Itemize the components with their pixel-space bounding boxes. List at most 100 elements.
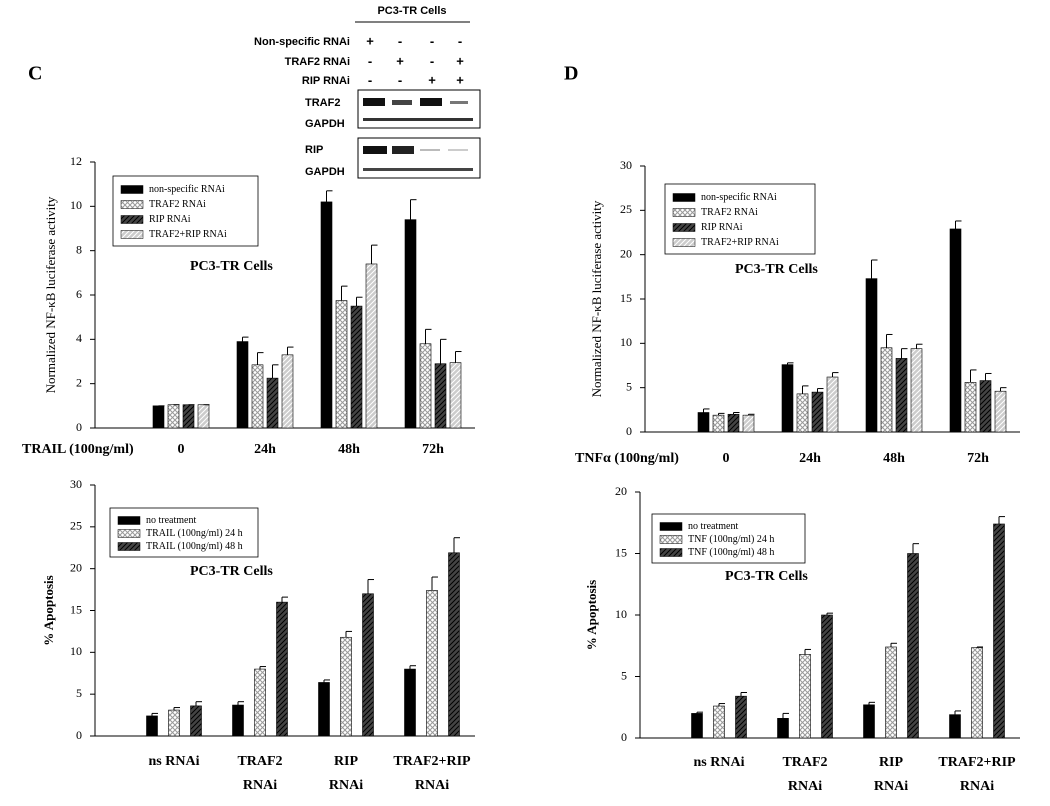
y-tick-label: 2 [76,375,82,389]
legend-label: TRAF2+RIP RNAi [701,237,779,248]
annotation: PC3-TR Cells [190,564,273,579]
bar [979,380,992,433]
error-bar [371,244,378,264]
error-bar [151,712,158,716]
bar [254,668,266,737]
x-tick-label: 0 [723,451,730,466]
legend-label: RIP RNAi [701,222,743,233]
error-bar [195,701,202,706]
bar [993,523,1005,739]
error-bar [868,701,875,705]
blot-sign: - [368,72,372,87]
y-tick-label: 10 [70,198,82,212]
bar [266,377,279,429]
bar [404,219,417,429]
error-bar [782,712,789,719]
error-bar [740,691,747,697]
bar [742,414,755,433]
bar [197,404,210,429]
y-tick-label: 5 [626,379,632,393]
legend-label: non-specific RNAi [149,184,225,195]
x-tick-label: TRAF2 [237,754,282,769]
blot-row-label: TRAF2 RNAi [285,56,350,68]
bar [777,718,789,739]
error-bar [345,630,352,638]
error-bar [703,408,710,413]
bar [426,590,438,737]
bar [799,654,811,739]
bar [971,647,983,739]
bar [964,382,977,433]
bar [821,614,833,739]
error-bar [410,199,417,220]
bar [251,364,264,429]
error-bar [955,220,962,229]
blot-label: GAPDH [305,118,345,130]
bar [152,405,165,429]
error-bar [832,372,839,378]
y-tick-label: 25 [620,202,632,216]
error-bar [733,411,740,415]
bar [434,363,447,429]
error-bar [440,338,447,364]
bar [146,715,158,737]
blot-sign: + [456,72,464,87]
y-tick-label: 0 [76,728,82,742]
bar [449,362,462,429]
x-tick-label: RNAi [874,779,908,794]
error-bar [998,516,1005,524]
error-bar [954,710,961,715]
y-tick-label: 0 [621,730,627,744]
error-bar [718,412,725,416]
error-bar [804,648,811,655]
bar [713,705,725,739]
y-tick-label: 15 [615,545,627,559]
error-bar [890,642,897,647]
blot-sign: + [428,72,436,87]
blot-row-label: RIP RNAi [302,75,350,87]
y-tick-label: 8 [76,242,82,256]
legend-label: TRAF2 RNAi [701,207,758,218]
bar [190,705,202,737]
y-axis-label: % Apoptosis [584,580,599,650]
error-bar [817,388,824,393]
x-tick-label: RNAi [788,779,822,794]
bar [168,709,180,737]
error-bar [718,703,725,707]
x-tick-label: RNAi [960,779,994,794]
error-bar [272,364,279,379]
y-tick-label: 12 [70,154,82,168]
y-tick-label: 10 [620,335,632,349]
error-bar [802,385,809,394]
error-bar [287,346,294,355]
error-bar [326,190,333,202]
panel-label: D [564,63,578,85]
error-bar [912,543,919,554]
blot-label: RIP [305,144,323,156]
x-tick-label: RNAi [329,778,363,793]
x-tick-label: ns RNAi [149,754,200,769]
y-axis-label: Normalized NF-κB luciferase activity [43,196,58,393]
error-bar [453,537,460,553]
y-tick-label: 10 [70,644,82,658]
bar [448,552,460,737]
bar [167,404,180,429]
y-tick-label: 5 [76,686,82,700]
legend-swatch [120,215,144,224]
y-axis-label: % Apoptosis [41,575,56,645]
bar [318,682,330,737]
error-bar [787,362,794,365]
bar [994,390,1007,433]
y-tick-label: 15 [620,291,632,305]
error-bar [259,666,266,670]
bar [895,358,908,433]
y-tick-label: 30 [70,477,82,491]
y-axis-label: Normalized NF-κB luciferase activity [589,200,604,397]
x-axis-label: TRAIL (100ng/ml) [22,442,134,457]
legend-swatch [120,230,144,239]
error-bar [242,336,249,342]
legend-swatch [117,529,141,538]
y-tick-label: 20 [620,246,632,260]
error-bar [1000,387,1007,392]
error-bar [281,596,288,603]
